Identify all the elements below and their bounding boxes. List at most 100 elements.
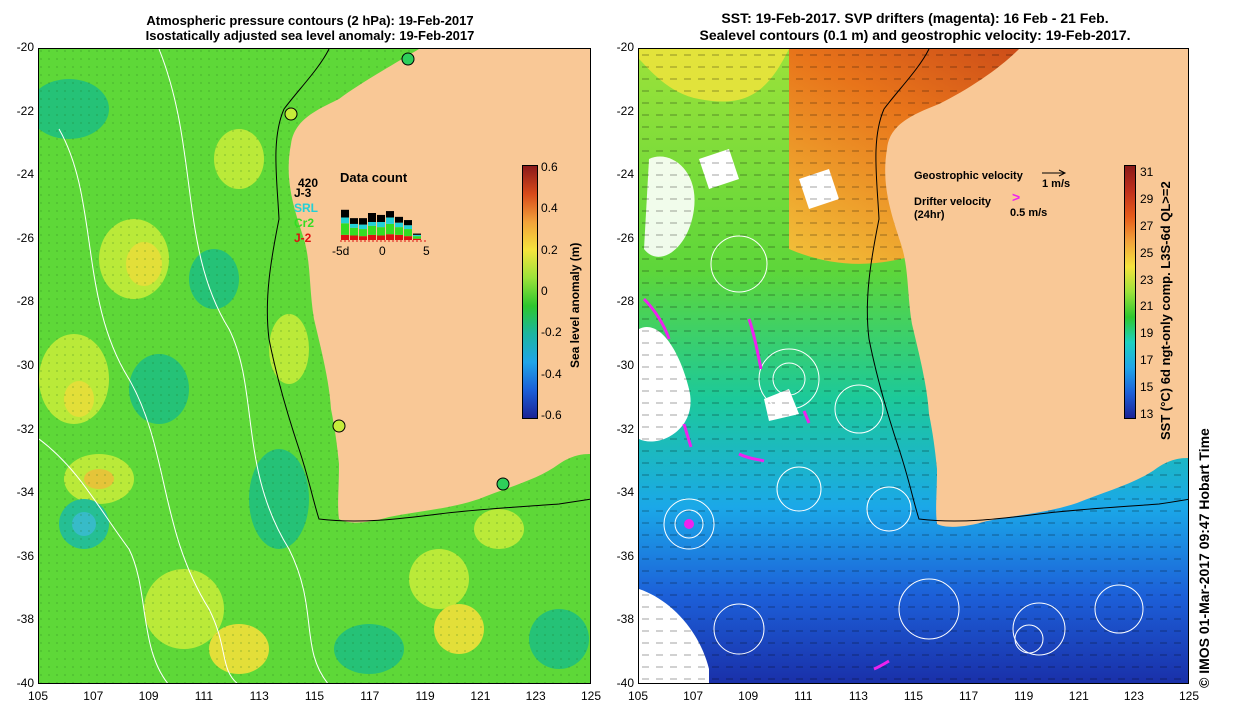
data-count-inset: 420 Data count J-3 SRL Cr2 J-2 -5d 0 5	[278, 170, 438, 270]
data-count-bar-segment	[395, 222, 403, 228]
data-count-bar-segment	[368, 234, 376, 240]
x-tick: 125	[1178, 689, 1200, 703]
geo-velocity-arrow-icon	[1042, 169, 1067, 177]
data-count-bar-segment	[341, 217, 349, 224]
x-tick: 119	[1014, 689, 1034, 703]
colorbar-tick: 15	[1140, 380, 1154, 395]
data-count-bar-segment	[350, 218, 358, 224]
y-tick: -20	[616, 40, 634, 54]
y-tick: -34	[616, 485, 634, 500]
drifter-velocity-label: Drifter velocity	[914, 196, 992, 208]
data-count-max: 420	[298, 176, 319, 190]
data-count-bar-segment	[341, 223, 349, 235]
data-count-bar-segment	[377, 227, 385, 236]
colorbar-tick: 17	[1140, 353, 1154, 368]
y-tick: -30	[616, 358, 634, 372]
x-tick: 105	[627, 689, 649, 703]
colorbar-tick: 29	[1140, 191, 1154, 206]
x-tick: 107	[83, 689, 104, 703]
y-tick: -28	[16, 294, 34, 309]
colorbar-tick: 13	[1140, 407, 1154, 421]
x-tick: 123	[525, 689, 546, 703]
colorbar-tick: 0.2	[541, 242, 558, 257]
y-tick: -32	[616, 421, 634, 436]
colorbar-tick: -0.4	[541, 366, 562, 381]
x-tick: 109	[738, 689, 759, 703]
pressure-contours	[39, 49, 329, 683]
sst-colorbar-label: SST (°C) 6d ngt-only comp. L3S-6d QL>=2	[1158, 181, 1173, 440]
drifter-velocity-scale: 0.5 m/s	[1010, 207, 1048, 219]
y-tick: -36	[16, 548, 34, 563]
data-count-bar-segment	[368, 213, 376, 222]
y-tick: -22	[616, 103, 634, 118]
y-tick: -40	[16, 676, 34, 690]
data-count-chart	[340, 209, 428, 242]
data-count-bar-segment	[377, 214, 385, 222]
x-tick: 117	[959, 689, 979, 703]
y-tick: -34	[16, 485, 34, 500]
sst-map-svg	[639, 49, 1188, 683]
data-count-bar-segment	[350, 235, 358, 240]
colorbar-tick: -0.6	[541, 408, 562, 422]
drifter-velocity-symbol: >	[1012, 189, 1021, 205]
x-tick: 111	[794, 689, 813, 703]
y-tick: -38	[616, 612, 634, 627]
x-tick: 107	[683, 689, 704, 703]
data-count-bar-segment	[404, 229, 412, 237]
data-count-bar-segment	[359, 236, 367, 240]
y-tick: -24	[616, 167, 634, 182]
colorbar-tick: 25	[1140, 245, 1154, 260]
data-count-bar-segment	[395, 227, 403, 235]
x-tick: 109	[138, 689, 159, 703]
data-count-bar-segment	[368, 225, 376, 235]
australia-land	[288, 49, 590, 523]
data-count-bar-segment	[359, 224, 367, 230]
data-count-bar-segment	[413, 233, 421, 235]
data-count-bar-segment	[404, 225, 412, 230]
data-count-bar-segment	[368, 222, 376, 226]
dc-xlabel-2: 5	[423, 244, 430, 258]
sst-map	[638, 48, 1189, 684]
y-tick: -22	[16, 103, 34, 118]
colorbar-tick: 31	[1140, 165, 1154, 179]
colorbar-tick: 0	[541, 284, 548, 298]
data-count-bar-segment	[377, 235, 385, 240]
y-tick: -30	[16, 358, 34, 372]
data-count-bar-segment	[413, 238, 421, 240]
data-count-bar-segment	[404, 220, 412, 226]
shelf-contour	[266, 49, 590, 522]
x-tick: 123	[1123, 689, 1144, 703]
drifter-point	[684, 519, 694, 529]
left-title: Atmospheric pressure contours (2 hPa): 1…	[60, 13, 560, 43]
y-tick: -36	[616, 548, 634, 563]
data-count-bar-segment	[341, 209, 349, 218]
y-tick: -26	[16, 230, 34, 245]
x-tick: 121	[1068, 689, 1089, 703]
right-title-line2: Sealevel contours (0.1 m) and geostrophi…	[699, 27, 1131, 43]
y-tick: -38	[16, 612, 34, 627]
data-count-bar-segment	[350, 227, 358, 236]
colorbar-tick: 0.6	[541, 160, 558, 174]
sealevel-contours	[663, 235, 1144, 656]
sea-level-colorbar	[522, 165, 538, 419]
geo-velocity-label: Geostrophic velocity	[914, 170, 1023, 182]
data-count-bar-segment	[350, 223, 358, 228]
y-tick: -40	[616, 676, 634, 690]
x-tick: 115	[304, 689, 325, 703]
y-tick: -20	[16, 40, 34, 54]
x-tick: 117	[360, 689, 380, 703]
x-tick: 115	[903, 689, 924, 703]
right-title: SST: 19-Feb-2017. SVP drifters (magenta)…	[640, 10, 1190, 44]
left-title-line2: Isostatically adjusted sea level anomaly…	[145, 28, 475, 43]
data-count-bar-segment	[404, 236, 412, 240]
colorbar-tick: 21	[1140, 299, 1154, 314]
right-title-line1: SST: 19-Feb-2017. SVP drifters (magenta)…	[721, 10, 1109, 26]
x-tick: 121	[470, 689, 491, 703]
data-count-bar-segment	[341, 234, 349, 240]
data-count-bar-segment	[395, 216, 403, 223]
tide-gauges	[284, 52, 510, 491]
y-tick: -28	[616, 294, 634, 309]
x-tick: 113	[848, 689, 868, 703]
data-count-title: Data count	[340, 170, 408, 185]
sst-colorbar	[1124, 165, 1136, 419]
